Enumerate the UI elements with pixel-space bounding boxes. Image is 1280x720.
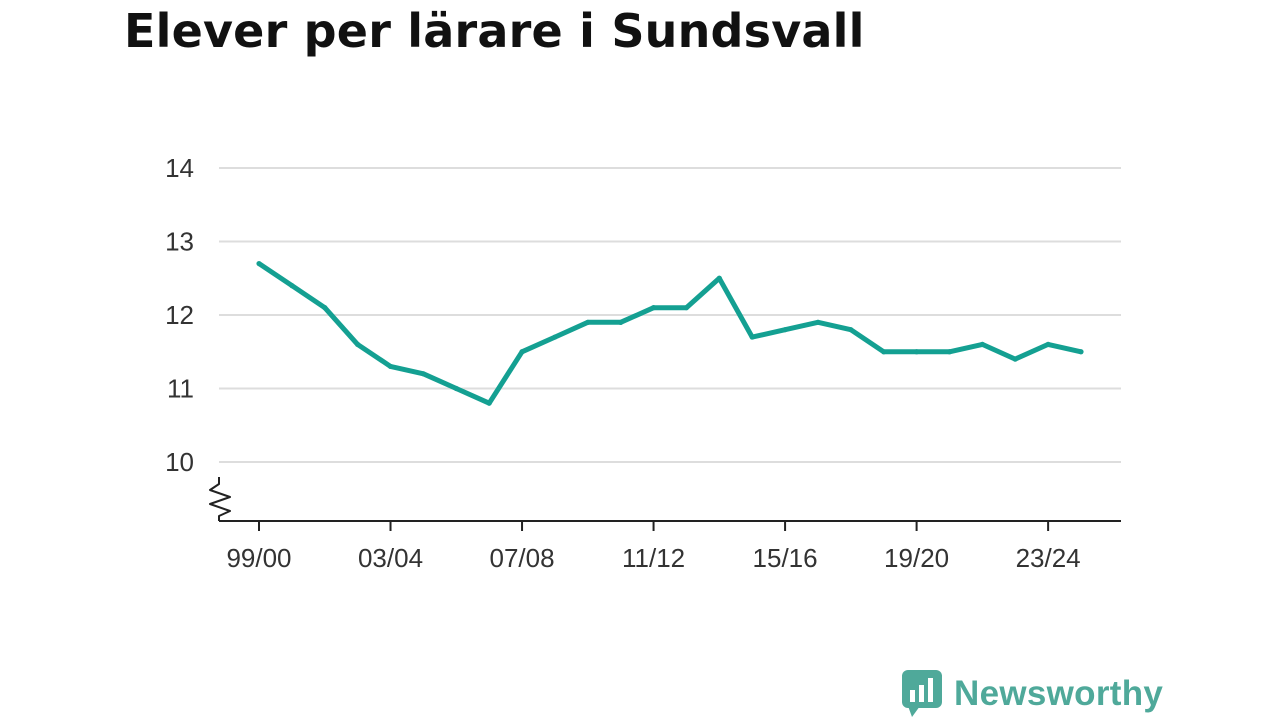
data-point xyxy=(289,283,295,289)
data-point xyxy=(453,385,459,392)
brand-name: Newsworthy xyxy=(954,674,1164,713)
y-tick-label: 10 xyxy=(165,447,194,477)
data-point xyxy=(749,334,755,340)
y-axis-break-icon xyxy=(209,477,231,521)
brand-logo: Newsworthy xyxy=(902,670,1163,718)
data-point xyxy=(552,334,558,340)
data-point xyxy=(585,319,591,325)
data-point xyxy=(1012,356,1018,362)
data-point xyxy=(618,319,624,325)
data-point xyxy=(979,341,985,347)
x-tick-label: 23/24 xyxy=(1016,543,1081,573)
data-point xyxy=(1078,349,1084,355)
data-point xyxy=(946,349,953,355)
y-tick-label: 12 xyxy=(165,300,194,330)
data-point xyxy=(256,260,262,267)
data-point xyxy=(782,327,788,333)
x-axis-ticks: 99/00 03/04 07/08 11/12 15/16 19/20 23/24 xyxy=(226,521,1081,573)
data-point xyxy=(322,305,328,311)
series-line xyxy=(257,261,1082,406)
x-tick-label: 03/04 xyxy=(358,543,423,573)
data-point xyxy=(387,363,394,370)
data-point xyxy=(519,349,525,355)
data-point xyxy=(1045,341,1051,347)
y-tick-label: 13 xyxy=(165,227,194,257)
series-layer xyxy=(256,260,1084,406)
grid-lines xyxy=(219,167,1121,463)
data-point xyxy=(420,371,426,377)
chart-title: Elever per lärare i Sundsvall xyxy=(124,4,865,58)
x-tick-label: 07/08 xyxy=(490,543,555,573)
y-tick-label: 11 xyxy=(167,374,194,404)
y-axis-ticks: 10 11 12 13 14 xyxy=(165,153,194,477)
data-point xyxy=(486,400,492,406)
data-point xyxy=(716,275,722,281)
data-point xyxy=(914,349,920,355)
data-point xyxy=(848,327,854,333)
x-tick-label: 99/00 xyxy=(226,543,291,573)
data-point xyxy=(881,349,887,355)
data-point xyxy=(683,305,690,311)
newsworthy-logo-icon xyxy=(902,670,942,717)
x-tick-label: 19/20 xyxy=(884,543,949,573)
y-tick-label: 14 xyxy=(165,153,194,183)
x-tick-label: 11/12 xyxy=(622,543,685,573)
data-point xyxy=(815,319,821,325)
x-tick-label: 15/16 xyxy=(753,543,818,573)
data-point xyxy=(650,305,657,311)
data-point xyxy=(355,341,361,347)
x-axis xyxy=(209,477,1121,522)
